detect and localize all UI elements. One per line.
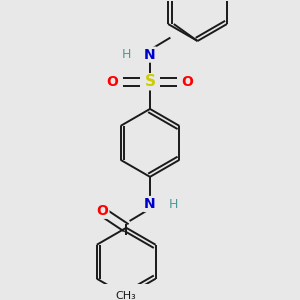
Text: O: O bbox=[97, 204, 108, 218]
Text: CH₃: CH₃ bbox=[116, 291, 136, 300]
Text: N: N bbox=[144, 197, 156, 211]
Text: N: N bbox=[144, 48, 156, 62]
Text: H: H bbox=[122, 48, 131, 61]
Text: H: H bbox=[169, 197, 178, 211]
Text: O: O bbox=[107, 75, 118, 89]
Text: O: O bbox=[182, 75, 193, 89]
Text: S: S bbox=[145, 74, 155, 89]
